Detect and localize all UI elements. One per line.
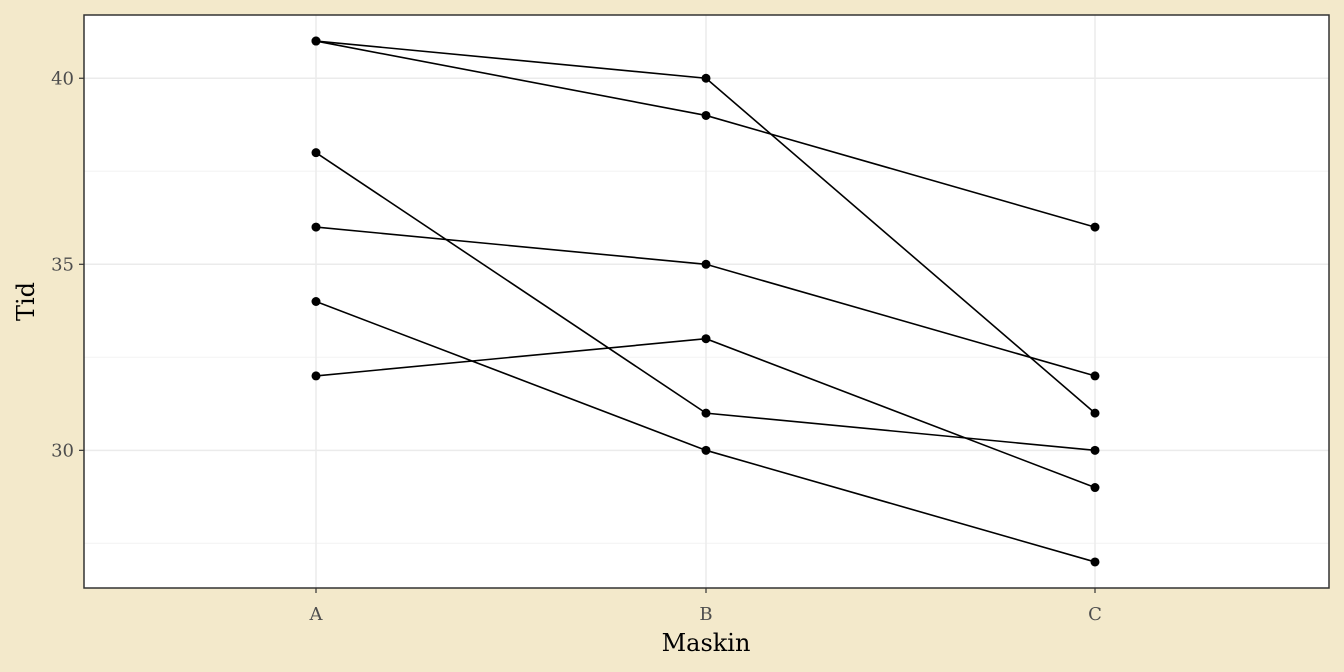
x-tick-label: A: [309, 604, 324, 625]
data-point: [1090, 557, 1100, 567]
data-point: [701, 334, 711, 344]
y-tick-label: 40: [51, 68, 74, 89]
data-point: [311, 148, 321, 158]
data-point: [311, 371, 321, 381]
y-axis: 30 35 40: [51, 68, 84, 461]
x-tick-label: B: [699, 604, 712, 625]
x-axis: A B C: [309, 588, 1102, 625]
data-point: [1090, 483, 1100, 493]
data-point: [311, 36, 321, 46]
data-point: [701, 445, 711, 455]
data-point: [701, 110, 711, 120]
data-point: [311, 297, 321, 306]
x-axis-title: Maskin: [662, 629, 751, 657]
x-tick-label: C: [1088, 604, 1102, 625]
y-tick-label: 35: [51, 254, 74, 275]
series-points: [311, 36, 1100, 567]
data-point: [701, 73, 711, 83]
data-point: [1090, 222, 1100, 232]
data-point: [1090, 371, 1100, 381]
data-point: [311, 222, 321, 232]
data-point: [701, 259, 711, 269]
data-point: [1090, 445, 1100, 455]
data-point: [1090, 408, 1100, 418]
y-axis-title: Tid: [12, 282, 40, 321]
data-point: [701, 408, 711, 418]
y-tick-label: 30: [51, 440, 74, 461]
